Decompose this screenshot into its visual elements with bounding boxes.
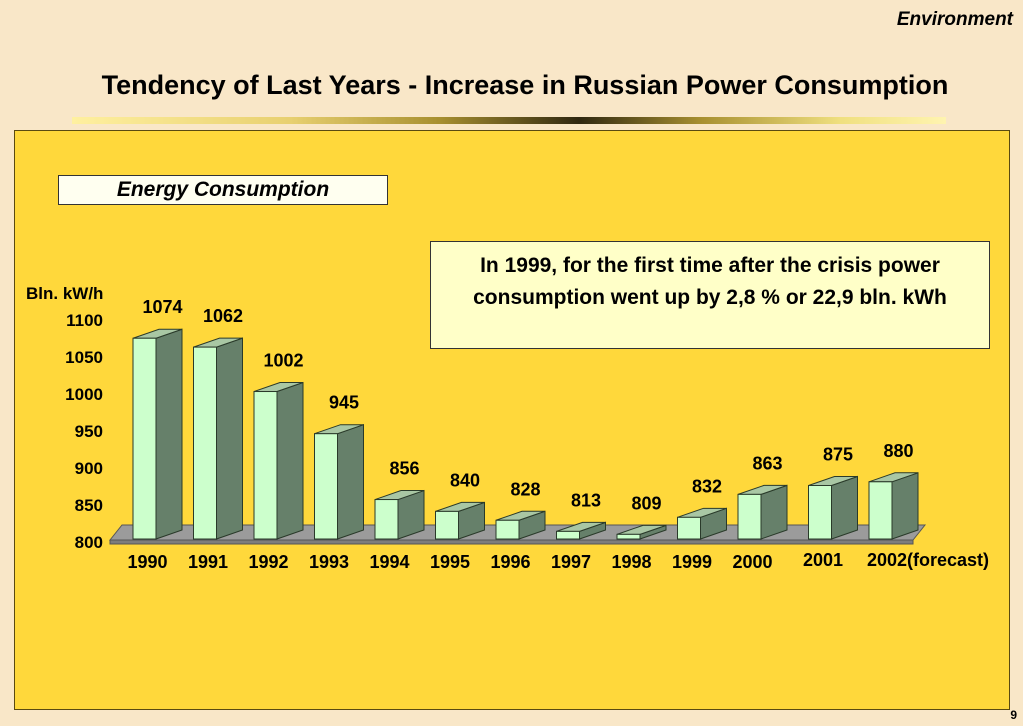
bar [616, 533, 641, 540]
data-label: 1062 [203, 306, 243, 326]
bar-side [831, 475, 858, 540]
data-label: 875 [823, 445, 853, 465]
annotation-box: In 1999, for the first time after the cr… [430, 241, 990, 349]
y-axis-label: Bln. kW/h [26, 284, 103, 303]
bar-side [337, 423, 364, 540]
data-label: 856 [389, 459, 419, 479]
bar [868, 481, 893, 540]
bar [314, 433, 338, 540]
bar [808, 485, 832, 540]
x-tick-label: 1990 [127, 552, 167, 572]
data-label: 809 [631, 493, 661, 513]
x-tick-label: 1998 [611, 552, 651, 572]
bar [374, 499, 399, 540]
bar [495, 519, 520, 540]
data-label: 840 [450, 470, 480, 490]
x-tick-label: 1993 [309, 552, 349, 572]
chart-floor-edge [109, 539, 914, 545]
y-tick-label: 900 [75, 459, 103, 478]
page-number: 9 [1010, 708, 1017, 722]
bar [132, 337, 157, 540]
bar [193, 346, 217, 540]
slide-title: Tendency of Last Years - Increase in Rus… [101, 70, 949, 100]
bar [556, 530, 580, 540]
x-tick-label: 1995 [430, 552, 470, 572]
data-label: 1074 [142, 297, 182, 317]
chart-title: Energy Consumption [58, 175, 388, 205]
x-tick-label: 1992 [248, 552, 288, 572]
y-tick-label: 1050 [65, 348, 103, 367]
annotation-text: In 1999, for the first time after the cr… [473, 254, 947, 309]
bar-side [155, 328, 183, 540]
x-tick-label: 1994 [369, 552, 409, 572]
data-label: 863 [752, 453, 782, 473]
data-label: 880 [883, 441, 913, 461]
bar-side [276, 381, 304, 540]
bar [737, 493, 762, 540]
y-tick-label: 950 [75, 422, 103, 441]
bar [253, 391, 278, 540]
x-tick-label: 2001 [803, 550, 843, 570]
x-tick-label: 1996 [490, 552, 530, 572]
bar-side [891, 472, 919, 540]
x-tick-label: 1999 [672, 552, 712, 572]
bar-side [216, 337, 243, 540]
data-label: 832 [692, 476, 722, 496]
x-tick-label: 2002(forecast) [867, 550, 989, 570]
y-tick-label: 1100 [66, 311, 103, 330]
x-tick-label: 1991 [188, 552, 228, 572]
title-divider [72, 117, 946, 124]
y-tick-label: 800 [75, 533, 103, 552]
data-label: 828 [510, 479, 540, 499]
y-tick-label: 1000 [65, 385, 103, 404]
bar [435, 510, 459, 540]
y-tick-label: 850 [75, 496, 103, 515]
data-label: 945 [329, 393, 359, 413]
x-tick-label: 2000 [732, 552, 772, 572]
data-label: 813 [571, 490, 601, 510]
bar [677, 516, 701, 540]
section-label: Environment [896, 9, 1013, 30]
data-label: 1002 [263, 351, 303, 371]
x-tick-label: 1997 [551, 552, 591, 572]
